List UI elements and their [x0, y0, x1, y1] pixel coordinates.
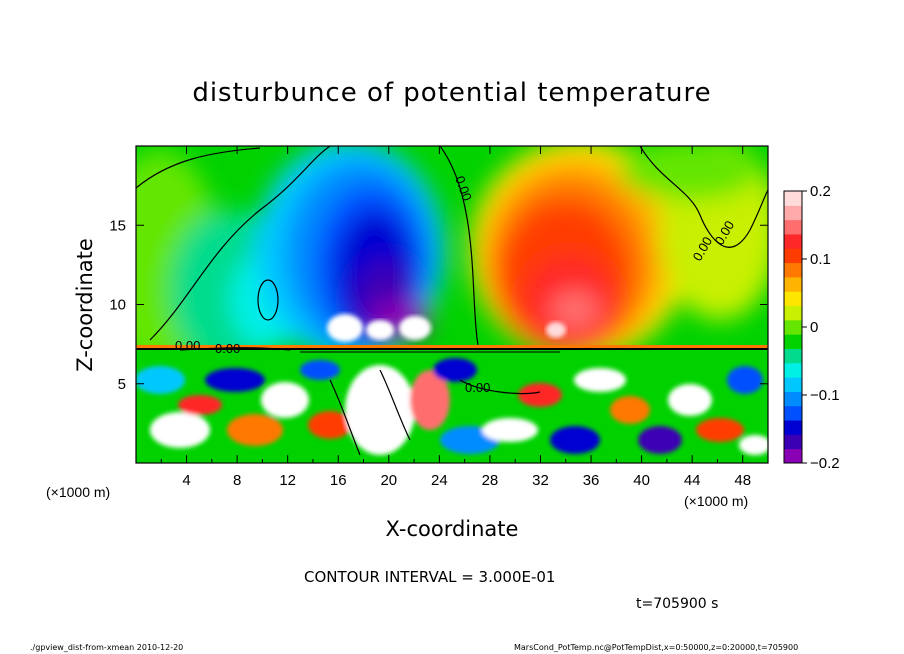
- x-axis-label: X-coordinate: [386, 517, 519, 541]
- x-tick-label: 48: [734, 472, 751, 489]
- contour-label: 0.00: [175, 338, 200, 353]
- x-tick-label: 4: [182, 472, 190, 489]
- x-tick-label: 16: [330, 472, 347, 489]
- colorbar-swatch: [784, 362, 802, 378]
- x-tick-label: 8: [233, 472, 241, 489]
- contour-label: 0.00: [215, 341, 240, 356]
- x-tick-label: 12: [279, 472, 296, 489]
- colorbar-swatch: [784, 191, 802, 206]
- colorbar-swatch: [784, 276, 802, 292]
- colorbar-tick-label: −0.1: [810, 387, 840, 404]
- x-axis: 4 8 12 16 20 24 28 32 36 40 44 48: [160, 146, 751, 489]
- time-label: t=705900 s: [636, 596, 719, 612]
- colorbar-tick-label: 0.2: [810, 183, 831, 200]
- y-tick-label: 10: [109, 297, 126, 314]
- colorbar-swatch: [784, 377, 802, 392]
- colorbar-tick-label: 0: [810, 319, 818, 336]
- x-tick-label: 40: [633, 472, 650, 489]
- colorbar-swatch: [784, 291, 802, 307]
- colorbar-swatch: [784, 391, 802, 407]
- y-tick-label: 15: [109, 217, 126, 234]
- colorbar-swatch: [784, 348, 802, 364]
- colorbar-swatch: [784, 219, 802, 235]
- x-unit-right: (×1000 m): [684, 493, 748, 509]
- x-tick-label: 28: [482, 472, 499, 489]
- footer-left: ./gpview_dist-from-xmean 2010-12-20: [30, 643, 184, 652]
- y-axis: 5 10 15: [109, 217, 768, 393]
- colorbar-swatch: [784, 434, 802, 450]
- colorbar-swatch: [784, 305, 802, 321]
- colorbar-swatch: [784, 319, 802, 335]
- colorbar-swatch: [784, 248, 802, 264]
- colorbar-swatch: [784, 205, 802, 221]
- contour-interval-note: CONTOUR INTERVAL = 3.000E-01: [304, 568, 556, 586]
- y-axis-label: Z-coordinate: [73, 238, 97, 372]
- colorbar-swatch: [784, 233, 802, 249]
- chart-title: disturbunce of potential temperature: [192, 78, 712, 108]
- colorbar-swatch: [784, 405, 802, 421]
- x-tick-label: 20: [380, 472, 397, 489]
- y-tick-label: 5: [118, 376, 126, 393]
- colorbar: 0.2 0.1 0 −0.1 −0.2: [783, 183, 840, 472]
- colorbar-swatch: [784, 334, 802, 349]
- footer-right: MarsCond_PotTemp.nc@PotTempDist,x=0:5000…: [514, 643, 799, 652]
- x-unit-left: (×1000 m): [46, 484, 110, 500]
- x-tick-label: 24: [431, 472, 448, 489]
- colorbar-swatch: [784, 420, 802, 435]
- colorbar-tick-label: 0.1: [810, 251, 831, 268]
- x-tick-label: 44: [684, 472, 701, 489]
- heatmap-field: [136, 146, 768, 463]
- x-tick-label: 32: [532, 472, 549, 489]
- colorbar-swatch: [784, 448, 802, 464]
- colorbar-swatch: [784, 262, 802, 278]
- contour-label: 0.00: [465, 380, 490, 395]
- x-tick-label: 36: [583, 472, 600, 489]
- colorbar-tick-label: −0.2: [810, 455, 840, 472]
